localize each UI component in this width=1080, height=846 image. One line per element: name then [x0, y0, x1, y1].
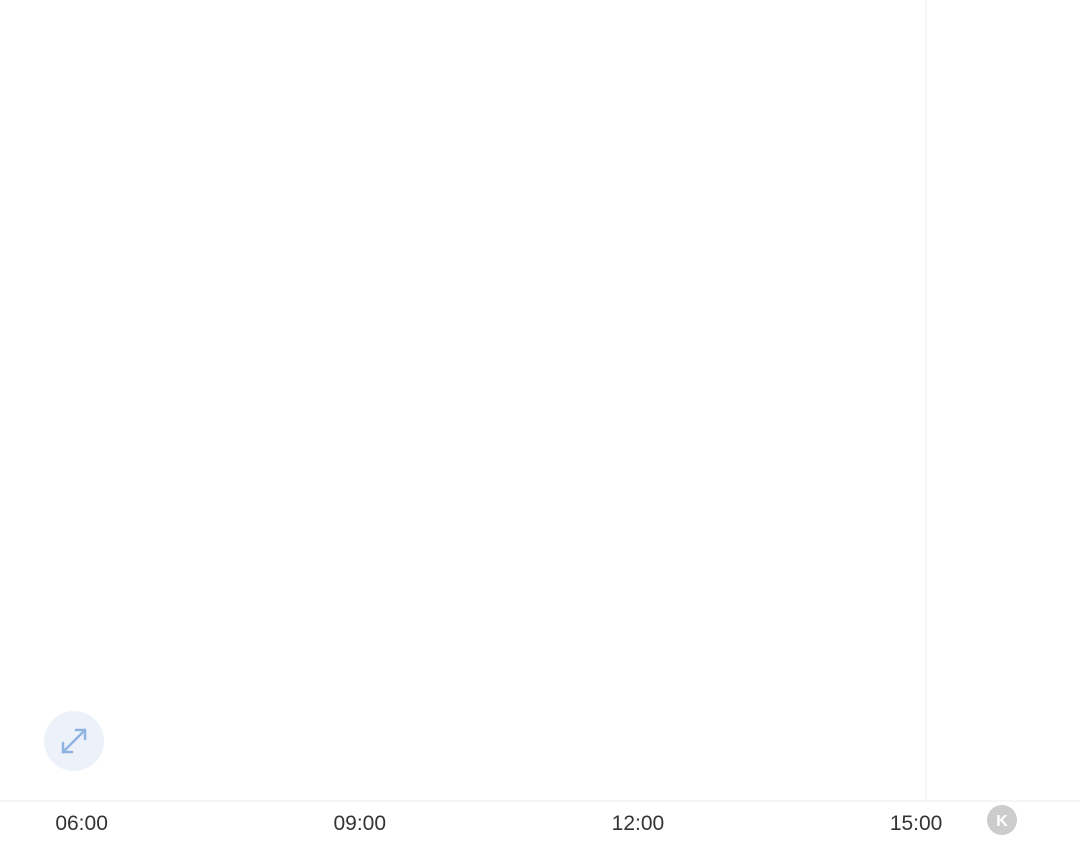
x-tick-label: 09:00 — [333, 812, 386, 835]
k-line-button[interactable]: K — [987, 805, 1017, 835]
k-line-button-bg — [987, 805, 1017, 835]
x-tick-label: 15:00 — [890, 812, 943, 835]
fullscreen-toggle[interactable] — [44, 711, 104, 771]
x-tick-label: 06:00 — [55, 812, 108, 835]
k-icon: K — [996, 813, 1008, 830]
x-axis: 06:00 09:00 12:00 15:00 — [55, 812, 942, 835]
expand-icon — [61, 728, 87, 754]
x-tick-label: 12:00 — [612, 812, 665, 835]
